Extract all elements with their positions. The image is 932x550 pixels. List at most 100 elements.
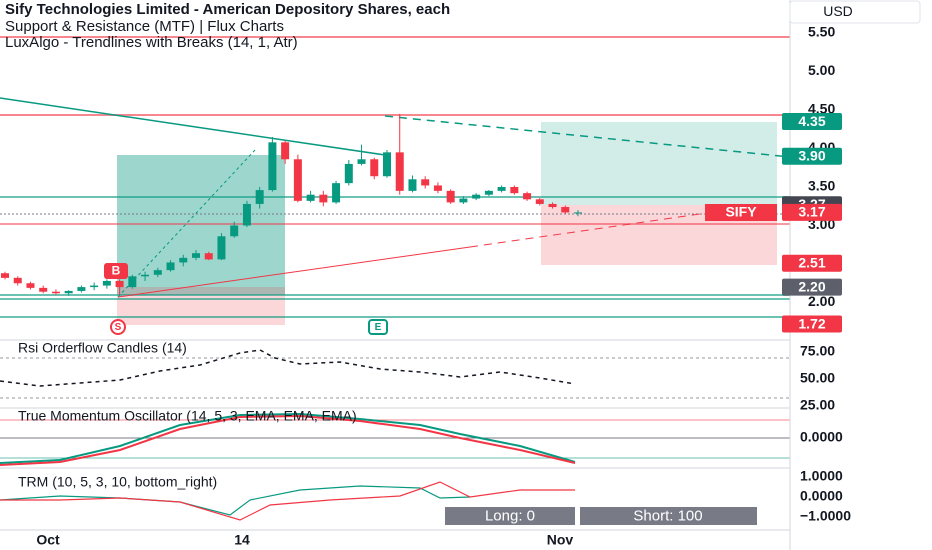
price-tag [782, 203, 842, 221]
price-tag [782, 254, 842, 272]
candle-body [192, 253, 200, 258]
price-tag [782, 113, 842, 131]
candle-body [510, 187, 519, 194]
candle-body [51, 291, 60, 294]
tmo-main [0, 412, 576, 464]
short-count: Short: 100 [633, 507, 702, 524]
sell-marker-label: S [115, 322, 122, 333]
candle-body [395, 152, 404, 191]
candle-body [230, 225, 239, 237]
candle-body [332, 183, 341, 203]
candle-body [26, 283, 35, 288]
candle-body [370, 159, 379, 177]
candle-body [242, 203, 251, 226]
candle-body [153, 270, 162, 275]
pane-label: True Momentum Oscillator (14, 5, 3, EMA,… [18, 408, 357, 424]
currency-label[interactable]: USD [823, 3, 853, 19]
long-count: Long: 0 [485, 507, 535, 524]
candle-body [128, 276, 137, 288]
indicator-label: Support & Resistance (MTF) | Flux Charts [5, 18, 284, 35]
candle-body [204, 253, 213, 260]
tmo-pane: True Momentum Oscillator (14, 5, 3, EMA,… [0, 408, 790, 466]
trendline [117, 246, 471, 298]
candle-body [255, 190, 264, 204]
price-tick-label: 5.50 [808, 24, 835, 40]
price-tag [782, 315, 842, 333]
trendline-extension [469, 213, 701, 248]
candle-body [344, 163, 353, 184]
candle-body [141, 274, 150, 277]
pane-tick-label: 0.0000 [800, 488, 843, 504]
pane-tick-label: 1.0000 [800, 468, 843, 484]
price-tag-label: 3.90 [798, 147, 825, 163]
candle-body [319, 194, 328, 203]
candle-body [459, 198, 468, 203]
pane-tick-label: 0.0000 [800, 429, 843, 445]
candle-body [13, 277, 22, 284]
indicator-label: LuxAlgo - Trendlines with Breaks (14, 1,… [5, 34, 298, 51]
price-tag-label: 2.51 [798, 254, 825, 270]
candle-body [90, 285, 99, 288]
candle-body [179, 257, 188, 263]
price-axis [790, 0, 932, 550]
price-tick-label: 4.50 [808, 101, 835, 117]
price-tag-label: 2.20 [798, 278, 825, 294]
buy-marker-label: B [112, 264, 121, 278]
candle-body [293, 159, 302, 201]
pane-tick-label: 75.00 [800, 343, 835, 359]
candle-body [357, 159, 366, 164]
trendline [0, 97, 386, 156]
symbol-tag-label: SIFY [725, 204, 757, 220]
candle-body [268, 142, 277, 191]
trm-line [0, 485, 471, 516]
candle-body [484, 190, 493, 195]
candle-body [166, 262, 175, 271]
buy-marker [104, 263, 128, 279]
candle-body [77, 287, 86, 291]
trm-line [0, 481, 575, 521]
position-target-zone [541, 122, 777, 205]
short-count-box [580, 507, 757, 525]
pane-tick-label: −1.0000 [800, 508, 851, 524]
candle-body [115, 280, 124, 288]
exit-marker-label: E [375, 322, 382, 333]
price-tick-label: 5.00 [808, 62, 835, 78]
candle-body [64, 290, 73, 294]
time-tick-label: Nov [547, 532, 574, 548]
trendline-extension [384, 115, 791, 158]
candle-body [574, 212, 582, 214]
candle-body [39, 287, 48, 292]
currency-button[interactable] [789, 0, 921, 24]
time-tick-label: Oct [36, 532, 60, 548]
price-tag [782, 278, 842, 296]
main-pane: B S E Sify Technologies Limited - Americ… [0, 1, 791, 335]
candle-body [446, 190, 455, 203]
pane-tick-label: 50.00 [800, 370, 835, 386]
candle-body [497, 187, 506, 191]
price-tag-label: 4.35 [798, 113, 825, 129]
exit-marker [368, 319, 388, 335]
pane-label: TRM (10, 5, 3, 10, bottom_right) [18, 474, 217, 490]
candle-body [102, 280, 111, 286]
long-stop-zone [117, 287, 285, 325]
candle-body [217, 236, 226, 260]
candle-body [408, 179, 417, 191]
candle-body [1, 273, 9, 278]
price-tick-label: 2.00 [808, 293, 835, 309]
pane-tick-label: 25.00 [800, 397, 835, 413]
candle-body [561, 207, 570, 213]
price-tick-label: 3.50 [808, 178, 835, 194]
price-tag-label: 3.17 [798, 204, 825, 220]
candle-body [535, 199, 544, 204]
sell-marker [110, 319, 126, 335]
candle-body [548, 203, 557, 208]
candle-body [433, 185, 442, 191]
axis-labels: 5.505.004.504.003.503.002.502.004.353.90… [782, 24, 851, 524]
candle-body [523, 193, 532, 200]
candle-body [306, 194, 315, 201]
tmo-signal [0, 414, 576, 466]
candle-body [281, 142, 290, 160]
symbol-tag [705, 204, 777, 221]
rsi-candles [0, 349, 576, 387]
